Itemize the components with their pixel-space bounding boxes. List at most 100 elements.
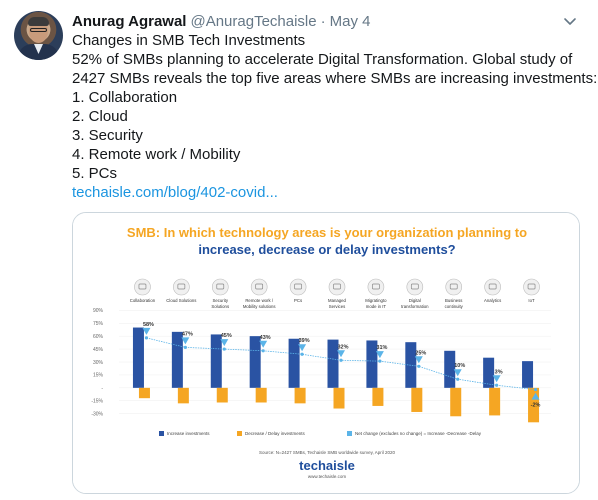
decrease-bar: [411, 387, 423, 412]
category-icon-glyph: [216, 283, 225, 290]
category-icon-glyph: [294, 283, 302, 290]
net-marker: [259, 340, 268, 348]
category-icon-glyph: [138, 283, 147, 290]
category-label: Solutions: [211, 304, 229, 309]
separator: ·: [320, 12, 326, 30]
increase-bar: [210, 334, 222, 388]
category-icon: [445, 278, 463, 296]
category-icon-glyph: [410, 283, 419, 290]
decrease-bar: [294, 387, 306, 404]
tweet-link[interactable]: techaisle.com/blog/402-covid...: [72, 184, 278, 201]
chevron-down-icon[interactable]: [562, 13, 578, 29]
category-label: Security: [213, 298, 229, 303]
legend-label: Net change (excludes no change) = Increa…: [355, 431, 482, 436]
category-label: Cloud Solutions: [166, 298, 196, 303]
category-icon-glyph: [177, 283, 186, 290]
category-label: IoT: [528, 298, 535, 303]
chart: SMB: In which technology areas is your o…: [73, 213, 579, 493]
decrease-bar: [216, 387, 228, 403]
net-point: [222, 347, 226, 351]
net-point: [261, 349, 265, 353]
net-data-label: 31%: [376, 345, 387, 351]
net-data-label: 10%: [454, 363, 465, 369]
net-point: [183, 345, 187, 349]
increase-bar: [327, 339, 339, 388]
tweet-line: 2427 SMBs reveals the top five areas whe…: [72, 70, 598, 87]
net-marker: [453, 369, 462, 377]
legend-label: Decrease / Delay investments: [245, 431, 306, 436]
net-data-label: -2%: [531, 403, 541, 409]
author-name[interactable]: Anurag Agrawal: [72, 12, 187, 30]
tweet-line: 4. Remote work / Mobility: [72, 146, 241, 163]
net-data-label: 43%: [260, 335, 271, 341]
increase-bar: [288, 338, 300, 388]
decrease-bar: [528, 387, 540, 423]
category-label: Managed: [328, 298, 347, 303]
net-data-label: 47%: [182, 331, 193, 337]
category-icon-glyph: [255, 283, 264, 290]
net-marker: [337, 350, 345, 358]
net-point: [456, 377, 460, 381]
category-icon: [250, 278, 268, 296]
net-point: [417, 364, 421, 368]
category-icon: [484, 278, 501, 296]
category-icon-glyph: [527, 283, 536, 290]
net-data-label: 32%: [337, 344, 348, 350]
category-label: continuity: [445, 304, 464, 309]
chart-title-prefix: SMB:: [127, 225, 160, 240]
tweet-line: 5. PCs: [72, 165, 118, 182]
author-handle[interactable]: @AnuragTechaisle: [190, 12, 317, 30]
increase-bar: [522, 361, 534, 388]
legend-label: Increase investments: [167, 431, 210, 436]
tweet-date[interactable]: May 4: [329, 12, 371, 30]
net-marker: [181, 337, 190, 345]
net-marker: [220, 339, 229, 347]
category-icon: [523, 278, 540, 296]
category-label: Services: [329, 304, 345, 309]
tweet-line: 52% of SMBs planning to accelerate Digit…: [72, 51, 573, 68]
decrease-bar: [372, 387, 384, 406]
increase-bar: [483, 357, 495, 388]
category-label: Collaboration: [130, 298, 156, 303]
chart-title-rest: In which technology areas is your organi…: [164, 225, 527, 240]
net-point: [533, 387, 538, 392]
decrease-bar: [450, 387, 462, 417]
net-data-label: 58%: [143, 322, 154, 328]
category-icon: [367, 278, 385, 296]
tweet-image-card[interactable]: SMB: In which technology areas is your o…: [72, 212, 580, 494]
net-marker: [298, 344, 307, 352]
legend-swatch: [159, 431, 164, 436]
category-label: Remote work /: [245, 298, 274, 303]
increase-bar: [366, 340, 378, 388]
y-tick-label: 60%: [93, 334, 104, 340]
net-data-label: 3%: [495, 369, 503, 375]
category-label: Migratingto: [365, 298, 387, 303]
avatar[interactable]: [14, 11, 63, 60]
category-label: transformation: [401, 304, 429, 309]
y-tick-label: -: [101, 386, 103, 392]
net-data-label: 39%: [299, 338, 310, 344]
tweet-header: Anurag Agrawal @AnuragTechaisle · May 4: [72, 12, 370, 30]
category-icon: [211, 278, 229, 296]
category-label: Digital: [409, 298, 421, 303]
category-icon: [328, 278, 346, 296]
category-label: Business: [445, 298, 462, 303]
net-marker: [531, 392, 540, 400]
tweet-line: 1. Collaboration: [72, 89, 178, 106]
net-point: [144, 336, 149, 340]
decrease-bar: [489, 387, 501, 416]
y-tick-label: 30%: [93, 360, 104, 366]
y-tick-label: 15%: [93, 373, 104, 379]
category-icon: [173, 278, 190, 296]
category-icon-glyph: [488, 283, 497, 290]
brand-logo: techaisle: [299, 458, 355, 473]
decrease-bar: [177, 387, 189, 404]
tweet-text: Changes in SMB Tech Investments 52% of S…: [72, 31, 598, 202]
category-icon-glyph: [333, 283, 341, 290]
net-point: [300, 352, 304, 356]
category-label: mode in IT: [366, 304, 387, 309]
category-label: Analytics: [484, 298, 501, 303]
increase-bar: [444, 350, 456, 388]
net-point: [339, 358, 343, 362]
